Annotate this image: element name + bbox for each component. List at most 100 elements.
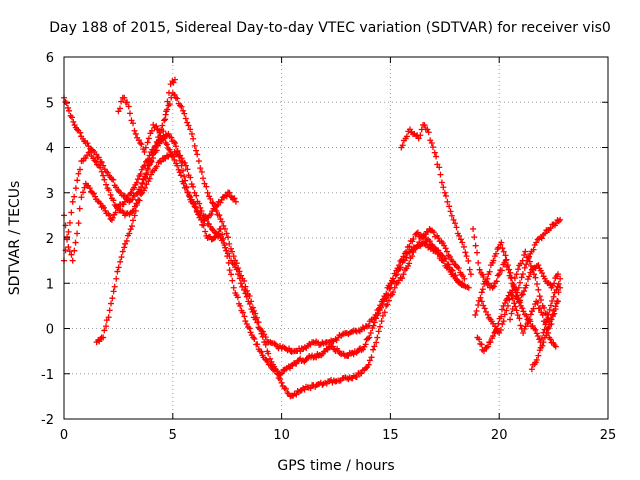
data-point xyxy=(197,165,204,172)
data-point xyxy=(66,219,73,226)
data-point xyxy=(534,332,541,339)
data-point xyxy=(163,108,170,115)
data-point xyxy=(176,169,183,176)
data-point xyxy=(547,225,554,232)
x-tick-label: 15 xyxy=(382,428,399,443)
data-point xyxy=(74,230,81,237)
data-point xyxy=(467,271,474,278)
data-point xyxy=(381,309,388,316)
data-point xyxy=(236,275,243,282)
data-point xyxy=(430,229,437,236)
data-point xyxy=(498,313,505,320)
series-track-l xyxy=(528,298,561,373)
data-point xyxy=(519,305,526,312)
data-point xyxy=(471,234,478,241)
x-tick-label: 25 xyxy=(600,428,617,443)
data-point xyxy=(114,187,121,194)
data-point xyxy=(237,302,244,309)
data-point xyxy=(543,332,550,339)
data-point xyxy=(480,348,487,355)
data-point xyxy=(259,333,266,340)
data-point xyxy=(520,330,527,337)
data-point xyxy=(193,207,200,214)
data-point xyxy=(117,258,124,265)
data-point xyxy=(226,189,233,196)
data-point xyxy=(530,246,537,253)
data-point xyxy=(190,135,197,142)
data-point xyxy=(207,195,214,202)
data-point xyxy=(180,107,187,114)
data-point xyxy=(494,272,501,279)
data-point xyxy=(515,284,522,291)
data-point xyxy=(478,289,485,296)
data-point xyxy=(511,300,518,307)
data-point xyxy=(126,110,133,117)
data-point xyxy=(518,274,525,281)
data-point xyxy=(557,284,564,291)
series-track-g xyxy=(470,225,561,305)
data-point xyxy=(535,286,542,293)
data-point xyxy=(442,192,449,199)
data-point xyxy=(498,267,505,274)
data-point xyxy=(521,288,528,295)
data-point xyxy=(220,222,227,229)
data-point xyxy=(194,151,201,158)
data-point xyxy=(504,302,511,309)
data-point xyxy=(440,184,447,191)
data-point xyxy=(176,157,183,164)
data-point xyxy=(150,146,157,153)
data-point xyxy=(527,262,534,269)
data-point xyxy=(106,212,113,219)
data-point xyxy=(501,311,508,318)
data-point xyxy=(188,181,195,188)
series-track-f xyxy=(398,121,474,278)
data-point xyxy=(121,244,128,251)
data-point xyxy=(101,176,108,183)
data-point xyxy=(477,294,484,301)
data-point xyxy=(470,225,477,232)
tick-layer: 0 5 10 15 20 25 -2 -1 0 1 2 3 4 5 6 xyxy=(41,51,616,443)
data-point xyxy=(541,230,548,237)
data-point xyxy=(508,310,515,317)
data-point xyxy=(371,319,378,326)
data-point xyxy=(496,330,503,337)
data-point xyxy=(216,212,223,219)
data-point xyxy=(164,98,171,105)
data-point xyxy=(69,257,76,264)
data-point xyxy=(483,279,490,286)
data-point xyxy=(523,312,530,319)
data-point xyxy=(541,326,548,333)
data-point xyxy=(148,127,155,134)
data-point xyxy=(483,344,490,351)
series-track-c xyxy=(93,130,466,378)
data-point xyxy=(135,196,142,203)
data-point xyxy=(463,253,470,260)
data-point xyxy=(502,300,509,307)
data-point xyxy=(133,179,140,186)
data-point xyxy=(513,271,520,278)
data-point xyxy=(131,127,138,134)
data-point xyxy=(239,283,246,290)
data-point xyxy=(153,123,160,130)
data-point xyxy=(131,184,138,191)
data-point xyxy=(527,311,534,318)
data-point xyxy=(426,238,433,245)
data-point xyxy=(246,325,253,332)
data-point xyxy=(106,307,113,314)
data-point xyxy=(384,291,391,298)
data-point xyxy=(184,119,191,126)
data-point xyxy=(400,271,407,278)
data-point xyxy=(277,371,284,378)
data-point xyxy=(217,225,224,232)
data-point xyxy=(425,129,432,136)
data-point xyxy=(167,149,174,156)
data-point xyxy=(77,166,84,173)
data-point xyxy=(153,142,160,149)
data-point xyxy=(519,291,526,298)
data-point xyxy=(424,126,431,133)
data-point xyxy=(192,204,199,211)
data-point xyxy=(461,275,468,282)
data-point xyxy=(246,301,253,308)
data-point xyxy=(124,99,131,106)
data-point xyxy=(138,141,145,148)
